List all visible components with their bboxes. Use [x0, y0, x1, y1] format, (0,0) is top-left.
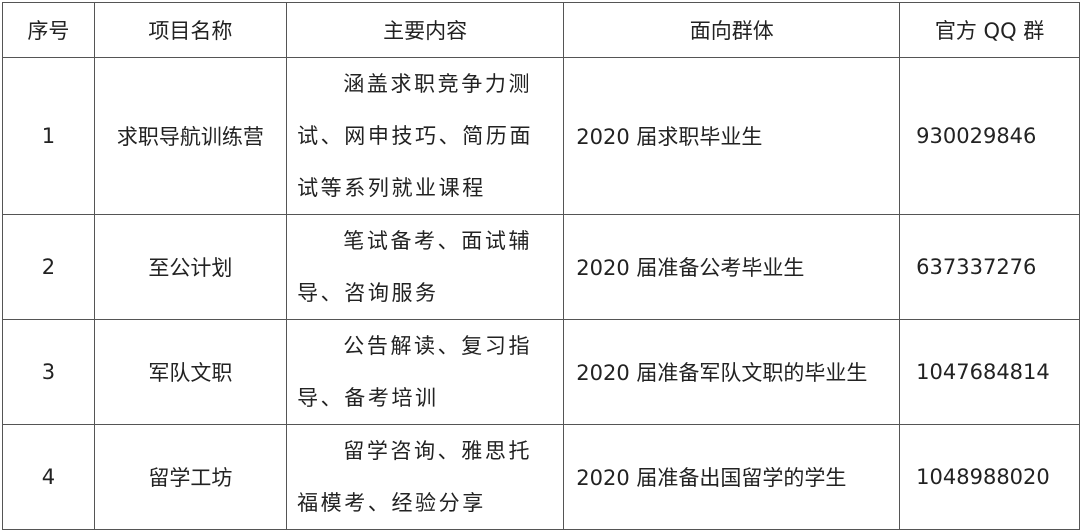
table-row: 1 求职导航训练营 涵盖求职竞争力测试、网申技巧、简历面试等系列就业课程 202… — [2, 57, 1080, 215]
row-name: 军队文职 — [93, 319, 288, 425]
header-no: 序号 — [2, 2, 95, 58]
table-row: 2 至公计划 笔试备考、面试辅导、咨询服务 2020 届准备公考毕业生 6373… — [2, 214, 1080, 320]
row-audience: 2020 届准备公考毕业生 — [563, 214, 901, 320]
row-qq: 1048988020 — [899, 424, 1080, 530]
row-content: 留学咨询、雅思托福模考、经验分享 — [286, 424, 565, 530]
row-qq: 930029846 — [899, 57, 1080, 215]
row-no: 4 — [2, 424, 95, 530]
row-no: 1 — [2, 57, 95, 215]
row-name: 至公计划 — [93, 214, 288, 320]
row-content: 公告解读、复习指导、备考培训 — [286, 319, 565, 425]
table-row: 3 军队文职 公告解读、复习指导、备考培训 2020 届准备军队文职的毕业生 1… — [2, 319, 1080, 425]
header-audience: 面向群体 — [563, 2, 901, 58]
row-name: 留学工坊 — [93, 424, 288, 530]
table-row: 4 留学工坊 留学咨询、雅思托福模考、经验分享 2020 届准备出国留学的学生 … — [2, 424, 1080, 530]
row-content: 涵盖求职竞争力测试、网申技巧、简历面试等系列就业课程 — [286, 57, 565, 215]
row-name: 求职导航训练营 — [93, 57, 288, 215]
row-no: 3 — [2, 319, 95, 425]
header-row: 序号 项目名称 主要内容 面向群体 官方 QQ 群 — [2, 2, 1080, 58]
row-qq: 637337276 — [899, 214, 1080, 320]
row-audience: 2020 届准备出国留学的学生 — [563, 424, 901, 530]
row-audience: 2020 届求职毕业生 — [563, 57, 901, 215]
row-no: 2 — [2, 214, 95, 320]
header-qq: 官方 QQ 群 — [899, 2, 1080, 58]
header-name: 项目名称 — [93, 2, 288, 58]
row-qq: 1047684814 — [899, 319, 1080, 425]
header-content: 主要内容 — [286, 2, 565, 58]
row-content: 笔试备考、面试辅导、咨询服务 — [286, 214, 565, 320]
row-audience: 2020 届准备军队文职的毕业生 — [563, 319, 901, 425]
